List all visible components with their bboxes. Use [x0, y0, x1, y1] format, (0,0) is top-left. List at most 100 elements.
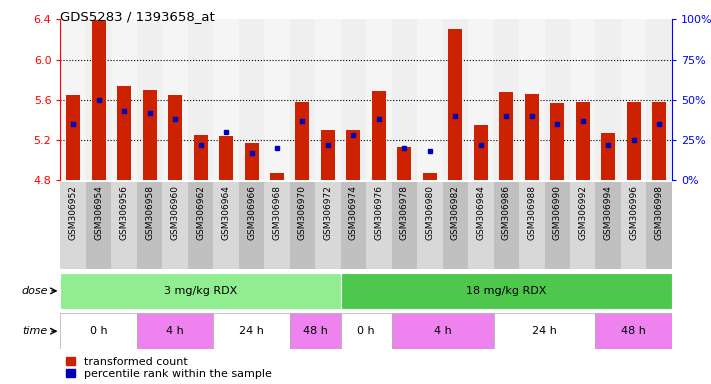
Bar [519, 19, 545, 180]
Bar [321, 130, 335, 180]
Bar [213, 19, 239, 180]
Text: 48 h: 48 h [303, 326, 328, 336]
Bar [188, 182, 213, 269]
Bar [442, 182, 468, 269]
Bar [596, 19, 621, 180]
Bar [442, 19, 468, 180]
Bar [341, 313, 392, 349]
Bar [646, 182, 672, 269]
Bar [570, 19, 596, 180]
Bar [576, 102, 589, 180]
Text: 48 h: 48 h [621, 326, 646, 336]
Bar [493, 19, 519, 180]
Bar [493, 313, 596, 349]
Bar [341, 182, 366, 269]
Bar [60, 313, 137, 349]
Text: GSM306980: GSM306980 [425, 185, 434, 240]
Text: GSM306992: GSM306992 [578, 185, 587, 240]
Bar [646, 19, 672, 180]
Text: GSM306956: GSM306956 [119, 185, 129, 240]
Text: 0 h: 0 h [90, 326, 107, 336]
Text: GSM306954: GSM306954 [94, 185, 103, 240]
Bar [341, 273, 672, 309]
Bar [315, 19, 341, 180]
Bar [499, 92, 513, 180]
Bar [525, 94, 539, 180]
Bar [621, 182, 646, 269]
Text: GSM306982: GSM306982 [451, 185, 460, 240]
Bar [346, 130, 360, 180]
Bar [341, 19, 366, 180]
Text: GSM306978: GSM306978 [400, 185, 409, 240]
Bar [372, 91, 386, 180]
Bar [392, 19, 417, 180]
Text: GSM306996: GSM306996 [629, 185, 638, 240]
Text: GSM306960: GSM306960 [171, 185, 180, 240]
Bar [468, 182, 493, 269]
Text: GSM306998: GSM306998 [655, 185, 663, 240]
Text: dose: dose [21, 286, 48, 296]
Bar [137, 313, 213, 349]
Text: GSM306976: GSM306976 [375, 185, 383, 240]
Bar [290, 19, 315, 180]
Bar [66, 95, 80, 180]
Bar [290, 313, 341, 349]
Text: GSM306990: GSM306990 [552, 185, 562, 240]
Text: GSM306964: GSM306964 [222, 185, 230, 240]
Text: GSM306974: GSM306974 [349, 185, 358, 240]
Text: GSM306970: GSM306970 [298, 185, 307, 240]
Bar [193, 135, 208, 180]
Bar [270, 174, 284, 180]
Bar [392, 313, 493, 349]
Bar [245, 143, 259, 180]
Bar [621, 19, 646, 180]
Text: 24 h: 24 h [532, 326, 557, 336]
Text: GSM306988: GSM306988 [528, 185, 536, 240]
Bar [493, 182, 519, 269]
Text: GSM306986: GSM306986 [502, 185, 510, 240]
Text: 3 mg/kg RDX: 3 mg/kg RDX [164, 286, 237, 296]
Bar [168, 95, 182, 180]
Bar [92, 20, 106, 180]
Text: GSM306966: GSM306966 [247, 185, 256, 240]
Bar [112, 19, 137, 180]
Bar [602, 133, 615, 180]
Bar [264, 182, 290, 269]
Bar [60, 19, 86, 180]
Text: GSM306994: GSM306994 [604, 185, 613, 240]
Bar [474, 125, 488, 180]
Bar [219, 136, 233, 180]
Text: GSM306952: GSM306952 [69, 185, 77, 240]
Text: 0 h: 0 h [358, 326, 375, 336]
Bar [366, 19, 392, 180]
Bar [60, 182, 86, 269]
Bar [112, 182, 137, 269]
Bar [188, 19, 213, 180]
Bar [213, 182, 239, 269]
Text: GSM306972: GSM306972 [324, 185, 333, 240]
Bar [296, 102, 309, 180]
Bar [60, 273, 341, 309]
Bar [86, 182, 112, 269]
Bar [162, 19, 188, 180]
Text: GDS5283 / 1393658_at: GDS5283 / 1393658_at [60, 10, 215, 23]
Text: 24 h: 24 h [239, 326, 264, 336]
Bar [239, 182, 264, 269]
Bar [545, 182, 570, 269]
Bar [86, 19, 112, 180]
Bar [213, 313, 290, 349]
Bar [423, 174, 437, 180]
Text: time: time [23, 326, 48, 336]
Bar [143, 90, 156, 180]
Bar [162, 182, 188, 269]
Bar [545, 19, 570, 180]
Text: 4 h: 4 h [434, 326, 451, 336]
Bar [137, 182, 162, 269]
Text: GSM306968: GSM306968 [272, 185, 282, 240]
Bar [137, 19, 162, 180]
Bar [315, 182, 341, 269]
Bar [417, 182, 442, 269]
Bar [117, 86, 131, 180]
Bar [397, 147, 412, 180]
Bar [519, 182, 545, 269]
